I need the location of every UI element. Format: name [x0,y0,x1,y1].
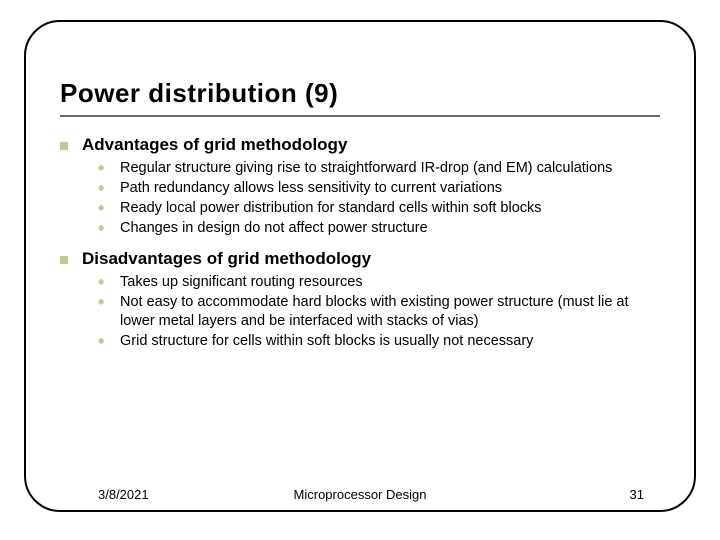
square-bullet-icon [60,256,68,264]
section-heading: Disadvantages of grid methodology [82,249,371,269]
list-item: • Grid structure for cells within soft bl… [98,332,660,351]
item-text: Regular structure giving rise to straigh… [120,159,612,178]
slide-frame: Power distribution (9) Advantages of gri… [24,20,696,512]
slide-title: Power distribution (9) [60,78,660,109]
item-text: Grid structure for cells within soft blo… [120,332,533,351]
list-item: • Path redundancy allows less sensitivity… [98,179,660,198]
item-text: Path redundancy allows less sensitivity … [120,179,502,198]
list-item: • Ready local power distribution for stan… [98,199,660,218]
disadvantages-list: •Takes up significant routing resources … [98,273,660,350]
advantages-section: Advantages of grid methodology • Regular … [60,135,660,237]
item-text: Takes up significant routing resources [120,273,363,292]
slide-footer: 3/8/2021 Microprocessor Design 31 [26,487,694,502]
disadvantages-section: Disadvantages of grid methodology • Takes… [60,249,660,350]
dot-bullet-icon: • [98,332,108,350]
footer-page-number: 31 [630,487,644,502]
dot-bullet-icon: • [98,159,108,177]
dot-bullet-icon: • [98,219,108,237]
dot-bullet-icon: • [98,273,108,291]
advantages-list: • Regular structure giving rise to straig… [98,159,660,237]
list-item: • Regular structure giving rise to straig… [98,159,660,178]
dot-bullet-icon: • [98,199,108,217]
item-text: Not easy to accommodate hard blocks with… [120,293,660,331]
item-text: Changes in design do not affect power st… [120,219,428,238]
section-heading: Advantages of grid methodology [82,135,347,155]
list-item: • Not easy to accommodate hard blocks wit… [98,293,660,331]
footer-course: Microprocessor Design [294,487,427,502]
square-bullet-icon [60,142,68,150]
footer-date: 3/8/2021 [98,487,149,502]
dot-bullet-icon: • [98,293,108,311]
item-text: Ready local power distribution for stand… [120,199,542,218]
list-item: • Changes in design do not affect power s… [98,219,660,238]
title-underline [60,115,660,117]
dot-bullet-icon: • [98,179,108,197]
list-item: • Takes up significant routing resources [98,273,660,292]
